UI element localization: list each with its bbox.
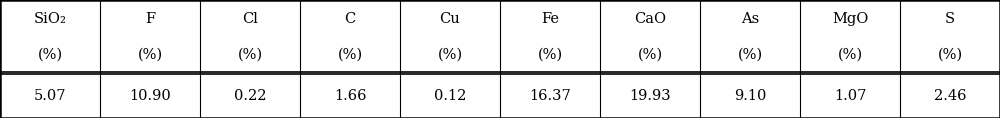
Text: (%): (%) bbox=[37, 48, 63, 62]
Text: (%): (%) bbox=[537, 48, 563, 62]
Text: As: As bbox=[741, 13, 759, 26]
Text: SiO₂: SiO₂ bbox=[34, 13, 66, 26]
Text: Cu: Cu bbox=[440, 13, 460, 26]
Text: S: S bbox=[945, 13, 955, 26]
Text: F: F bbox=[145, 13, 155, 26]
Text: (%): (%) bbox=[637, 48, 663, 62]
Text: (%): (%) bbox=[137, 48, 163, 62]
Text: MgO: MgO bbox=[832, 13, 868, 26]
Text: 19.93: 19.93 bbox=[629, 89, 671, 103]
Text: (%): (%) bbox=[437, 48, 463, 62]
Text: (%): (%) bbox=[837, 48, 863, 62]
Text: 0.22: 0.22 bbox=[234, 89, 266, 103]
Text: 1.66: 1.66 bbox=[334, 89, 366, 103]
Text: 16.37: 16.37 bbox=[529, 89, 571, 103]
Text: 0.12: 0.12 bbox=[434, 89, 466, 103]
Text: 5.07: 5.07 bbox=[34, 89, 66, 103]
Text: (%): (%) bbox=[337, 48, 363, 62]
Text: Fe: Fe bbox=[541, 13, 559, 26]
Text: CaO: CaO bbox=[634, 13, 666, 26]
Text: (%): (%) bbox=[937, 48, 963, 62]
Text: 2.46: 2.46 bbox=[934, 89, 966, 103]
Text: C: C bbox=[344, 13, 356, 26]
Text: 9.10: 9.10 bbox=[734, 89, 766, 103]
Text: Cl: Cl bbox=[242, 13, 258, 26]
Text: 1.07: 1.07 bbox=[834, 89, 866, 103]
Text: (%): (%) bbox=[237, 48, 263, 62]
Text: (%): (%) bbox=[737, 48, 763, 62]
Text: 10.90: 10.90 bbox=[129, 89, 171, 103]
